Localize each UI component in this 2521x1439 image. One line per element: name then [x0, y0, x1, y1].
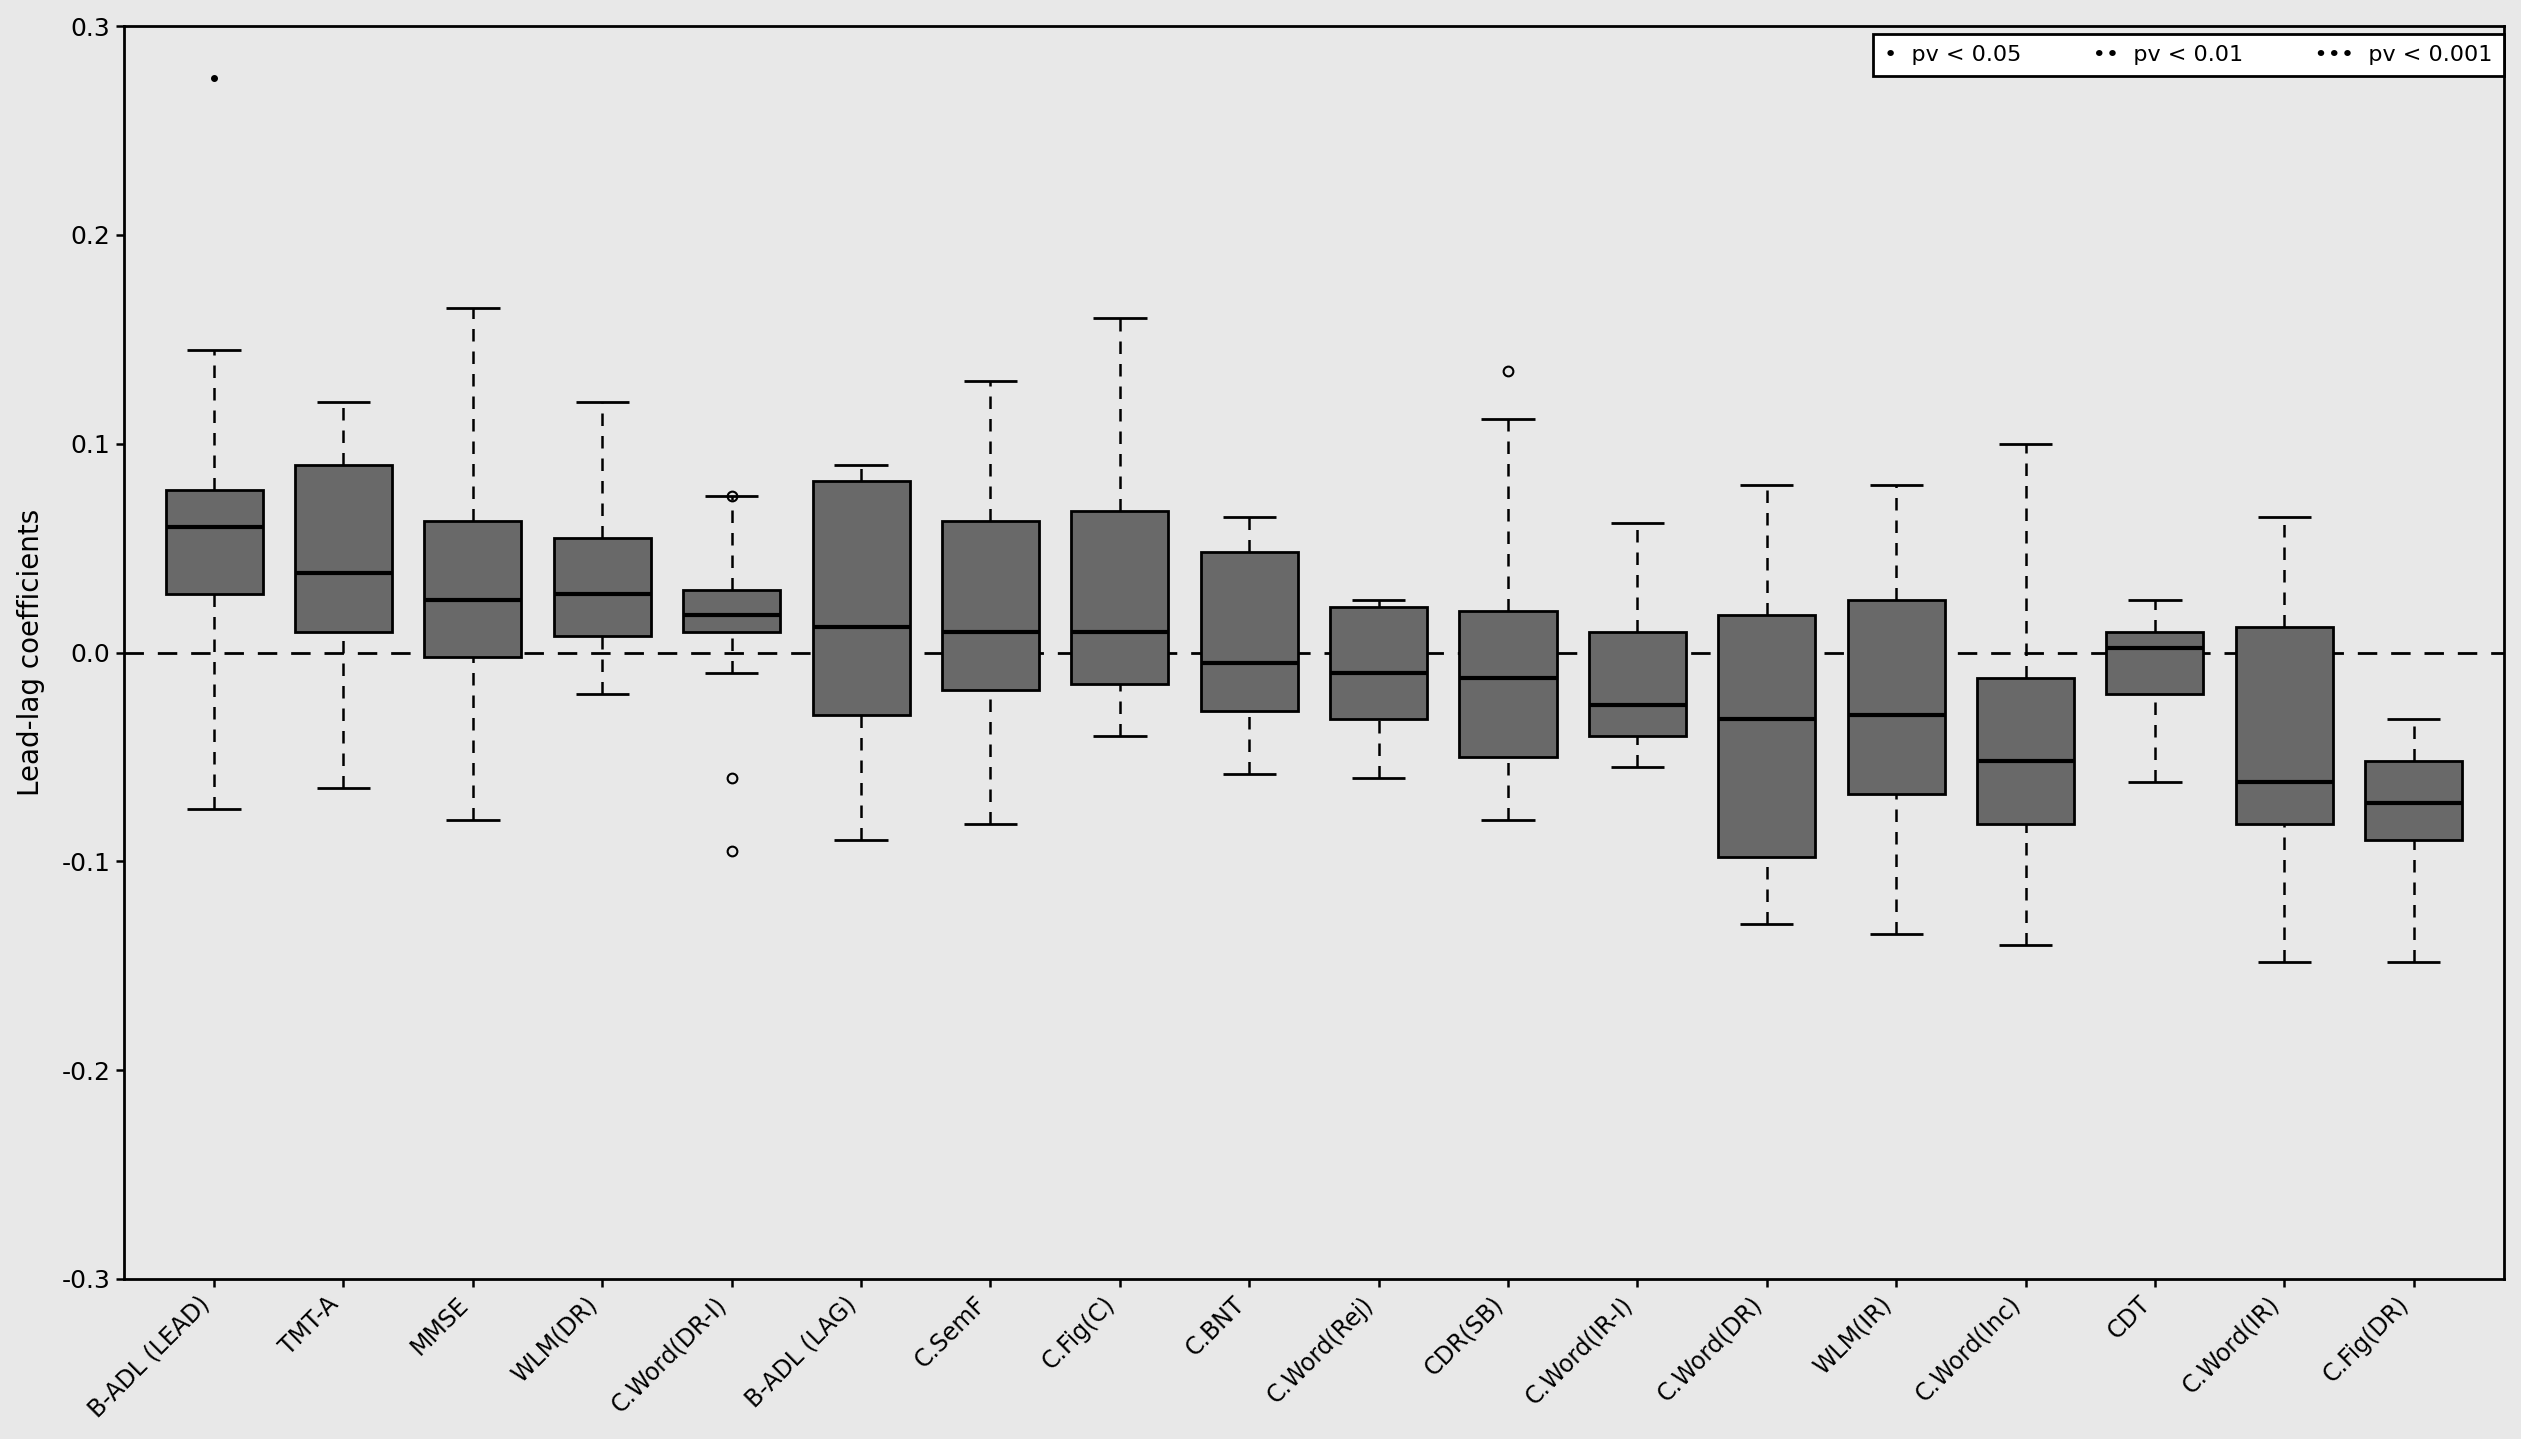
Bar	[812, 481, 910, 715]
Bar	[2108, 632, 2203, 694]
Bar	[1071, 511, 1167, 684]
Bar	[683, 590, 779, 632]
Bar	[555, 538, 650, 636]
Bar	[1976, 678, 2075, 823]
Bar	[1331, 607, 1427, 720]
Bar	[943, 521, 1039, 691]
Bar	[1460, 610, 1555, 757]
Bar	[166, 489, 262, 594]
Bar	[1719, 614, 1815, 858]
Bar	[295, 465, 391, 632]
Y-axis label: Lead-lag coefficients: Lead-lag coefficients	[18, 509, 45, 796]
Bar	[2365, 761, 2463, 840]
Bar	[1588, 632, 1687, 735]
Bar	[1848, 600, 1944, 794]
Bar	[2236, 627, 2332, 823]
Text: •  pv < 0.05          ••  pv < 0.01          •••  pv < 0.001: • pv < 0.05 •• pv < 0.01 ••• pv < 0.001	[1883, 45, 2493, 65]
Bar	[424, 521, 522, 656]
Bar	[1200, 553, 1298, 711]
